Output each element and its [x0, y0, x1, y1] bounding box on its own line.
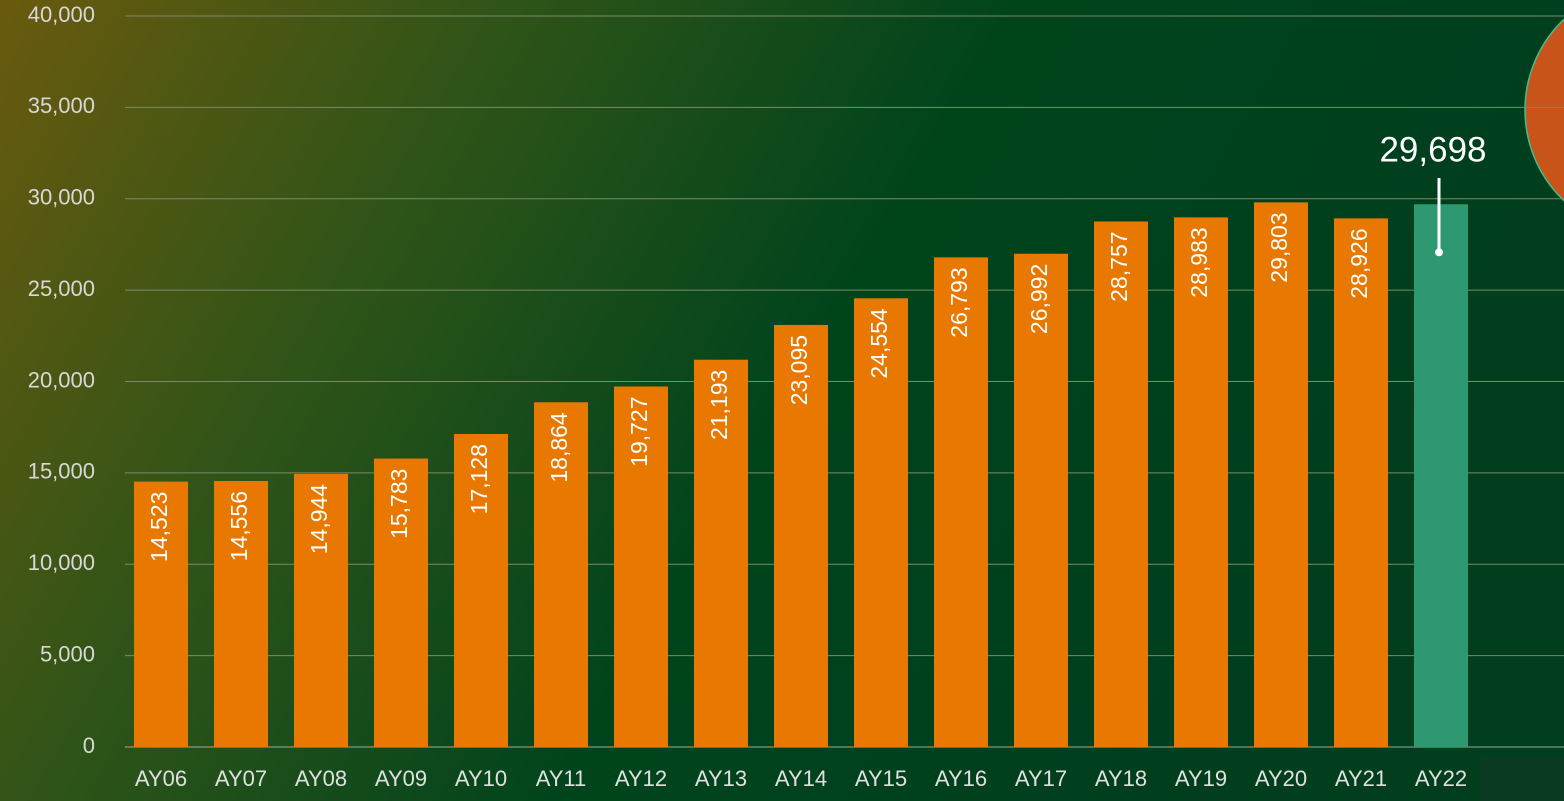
bar — [1094, 221, 1148, 747]
value-label: 23,095 — [786, 335, 812, 405]
x-tick-label: AY06 — [135, 766, 187, 791]
decor-box — [1480, 757, 1564, 801]
y-tick-label: 35,000 — [28, 93, 95, 118]
value-label: 29,803 — [1266, 212, 1292, 282]
bar — [1334, 218, 1388, 748]
x-tick-label: AY10 — [455, 766, 507, 791]
bar — [934, 257, 988, 747]
value-label: 29,698 — [1379, 130, 1486, 169]
bar — [214, 480, 268, 747]
value-label: 19,727 — [626, 396, 652, 466]
x-tick-label: AY11 — [536, 766, 587, 791]
bar — [294, 473, 348, 747]
value-label: 28,757 — [1106, 231, 1132, 301]
value-label: 14,944 — [306, 484, 332, 555]
x-tick-label: AY07 — [215, 766, 267, 791]
value-label: 26,793 — [946, 267, 972, 337]
y-tick-label: 30,000 — [28, 185, 95, 210]
decor-circle — [1524, 18, 1564, 202]
x-tick-label: AY13 — [695, 766, 747, 791]
x-tick-label: AY19 — [1175, 766, 1227, 791]
y-tick-label: 15,000 — [28, 459, 95, 484]
callout-dot — [1435, 248, 1443, 257]
x-tick-label: AY21 — [1335, 766, 1387, 791]
value-label: 26,992 — [1026, 264, 1052, 334]
bar — [134, 481, 188, 747]
bar — [694, 359, 748, 747]
y-tick-label: 25,000 — [28, 276, 95, 301]
value-label: 17,128 — [466, 444, 492, 514]
x-tick-label: AY12 — [615, 766, 667, 791]
value-label: 28,926 — [1346, 228, 1372, 298]
bar — [454, 433, 508, 747]
value-label: 18,864 — [546, 412, 572, 483]
y-tick-label: 5,000 — [40, 641, 95, 666]
value-label: 24,554 — [866, 308, 892, 379]
bar — [774, 324, 828, 747]
x-tick-label: AY22 — [1415, 766, 1467, 791]
y-tick-label: 20,000 — [28, 367, 95, 392]
y-tick-label: 40,000 — [28, 2, 95, 27]
x-tick-label: AY15 — [855, 766, 907, 791]
y-tick-label: 0 — [83, 733, 95, 758]
bar — [534, 402, 588, 747]
bar — [374, 458, 428, 747]
bar — [614, 386, 668, 747]
value-label: 21,193 — [706, 370, 732, 440]
y-tick-label: 10,000 — [28, 550, 95, 575]
value-label: 14,556 — [226, 491, 252, 561]
x-tick-label: AY09 — [375, 766, 427, 791]
bar — [1414, 204, 1468, 747]
x-tick-label: AY08 — [295, 766, 347, 791]
x-tick-label: AY16 — [935, 766, 987, 791]
bar — [1014, 253, 1068, 748]
x-tick-label: AY17 — [1015, 766, 1067, 791]
x-tick-label: AY14 — [775, 766, 827, 791]
value-label: 14,523 — [146, 492, 172, 562]
value-label: 28,983 — [1186, 227, 1212, 297]
bar — [1254, 202, 1308, 748]
value-label: 15,783 — [386, 469, 412, 539]
x-tick-label: AY20 — [1255, 766, 1307, 791]
bar — [1174, 217, 1228, 747]
bar — [854, 298, 908, 747]
x-tick-label: AY18 — [1095, 766, 1147, 791]
